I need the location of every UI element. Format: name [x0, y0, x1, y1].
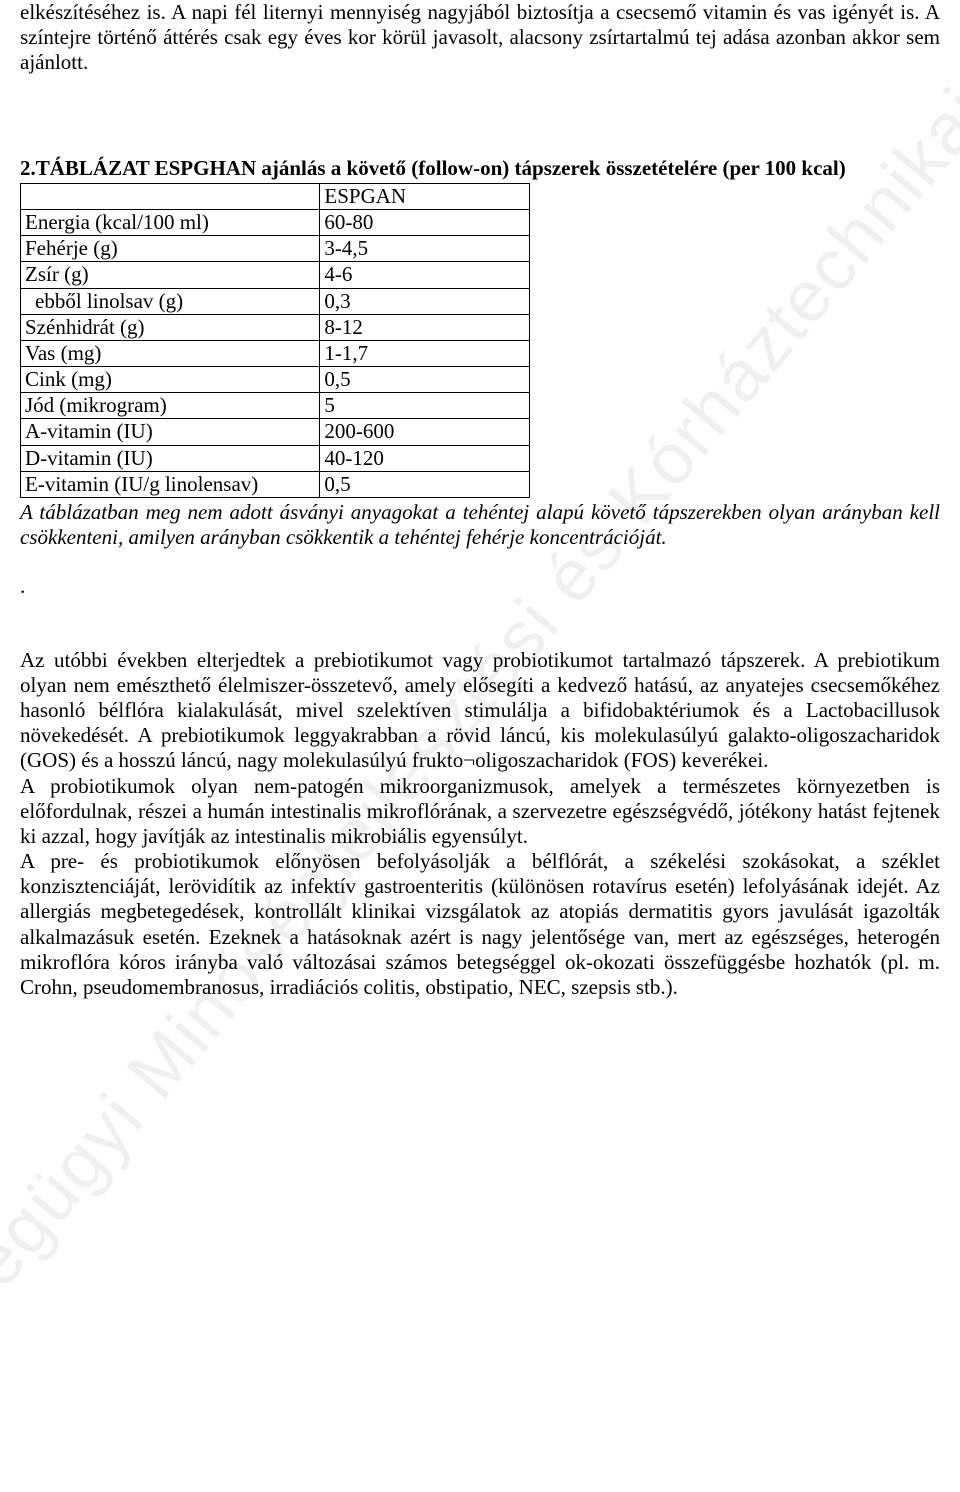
table-header-cell: ESPGAN: [320, 183, 530, 209]
table-cell-label: Energia (kcal/100 ml): [21, 209, 320, 235]
table-row: Zsír (g)4-6: [21, 262, 530, 288]
table-cell-label: Cink (mg): [21, 367, 320, 393]
table-cell-label: Jód (mikrogram): [21, 393, 320, 419]
table-row: Vas (mg)1-1,7: [21, 340, 530, 366]
table-cell-label: A-vitamin (IU): [21, 419, 320, 445]
table-cell-label: Zsír (g): [21, 262, 320, 288]
table-row: D-vitamin (IU)40-120: [21, 445, 530, 471]
table-cell-value: 5: [320, 393, 530, 419]
table-cell-value: 200-600: [320, 419, 530, 445]
table-cell-value: 0,5: [320, 367, 530, 393]
table-cell-label: ebből linolsav (g): [21, 288, 320, 314]
table-row: ESPGAN: [21, 183, 530, 209]
paragraph-prebiotics: Az utóbbi években elterjedtek a prebioti…: [20, 648, 940, 774]
table-cell-value: 8-12: [320, 314, 530, 340]
table-row: E-vitamin (IU/g linolensav)0,5: [21, 471, 530, 497]
table-row: ebből linolsav (g)0,3: [21, 288, 530, 314]
table-cell-value: 0,5: [320, 471, 530, 497]
table-cell-label: Fehérje (g): [21, 236, 320, 262]
espghan-table: ESPGANEnergia (kcal/100 ml)60-80Fehérje …: [20, 183, 530, 498]
table-note-italic: A táblázatban meg nem adott ásványi anya…: [20, 500, 940, 550]
table-cell-value: 1-1,7: [320, 340, 530, 366]
document-content: elkészítéséhez is. A napi fél liternyi m…: [20, 0, 940, 1000]
table-cell-value: 40-120: [320, 445, 530, 471]
table-cell-value: 60-80: [320, 209, 530, 235]
lone-dot: .: [20, 574, 940, 599]
table-cell-value: 3-4,5: [320, 236, 530, 262]
table-cell-empty: [21, 183, 320, 209]
table-cell-label: Vas (mg): [21, 340, 320, 366]
paragraph-probiotics: A probiotikumok olyan nem-patogén mikroo…: [20, 774, 940, 850]
table-title: 2.TÁBLÁZAT ESPGHAN ajánlás a követő (fol…: [20, 156, 940, 181]
table-row: Szénhidrát (g)8-12: [21, 314, 530, 340]
table-row: Jód (mikrogram)5: [21, 393, 530, 419]
table-cell-label: E-vitamin (IU/g linolensav): [21, 471, 320, 497]
table-row: Cink (mg)0,5: [21, 367, 530, 393]
table-cell-label: D-vitamin (IU): [21, 445, 320, 471]
intro-paragraph: elkészítéséhez is. A napi fél liternyi m…: [20, 0, 940, 76]
paragraph-effects: A pre- és probiotikumok előnyösen befoly…: [20, 849, 940, 1000]
table-cell-label: Szénhidrát (g): [21, 314, 320, 340]
table-row: Fehérje (g)3-4,5: [21, 236, 530, 262]
table-row: Energia (kcal/100 ml)60-80: [21, 209, 530, 235]
table-cell-value: 0,3: [320, 288, 530, 314]
table-cell-value: 4-6: [320, 262, 530, 288]
table-row: A-vitamin (IU)200-600: [21, 419, 530, 445]
